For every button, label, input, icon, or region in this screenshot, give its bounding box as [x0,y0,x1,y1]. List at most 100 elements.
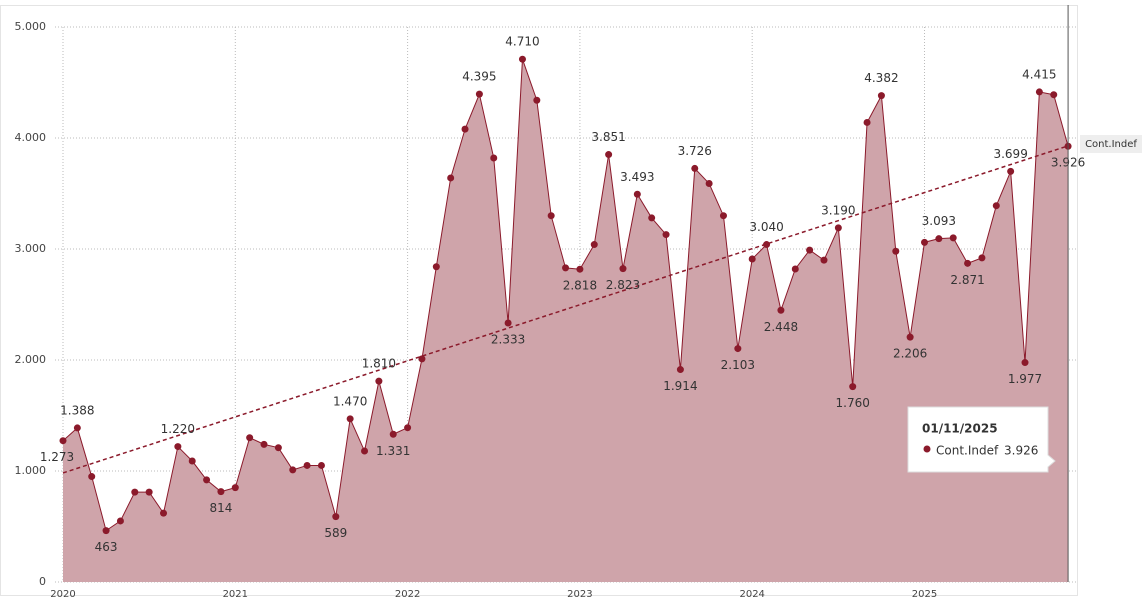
data-label: 2.448 [764,320,798,334]
data-point [432,263,440,271]
data-point [518,55,526,63]
x-tick-label: 2021 [223,589,248,600]
data-point [461,125,469,133]
data-point [662,231,670,239]
data-point [1021,359,1029,367]
chart-frame [0,5,1078,596]
data-point [849,383,857,391]
data-label: 1.760 [836,396,870,410]
x-tick-label: 2020 [50,589,75,600]
data-point [863,118,871,126]
data-point [346,415,354,423]
data-point [1007,167,1015,175]
x-tick-label: 2023 [567,589,592,600]
data-label: 4.382 [864,71,898,85]
data-label: 1.810 [362,357,396,371]
data-point [834,224,842,232]
data-point [935,235,943,243]
data-label: 1.470 [333,394,367,408]
data-point [418,355,426,363]
data-point [317,461,325,469]
data-label: 3.699 [993,147,1027,161]
data-point [231,484,239,492]
data-point [389,430,397,438]
data-point [303,461,311,469]
data-point [375,377,383,385]
data-point [504,319,512,327]
data-point [619,265,627,273]
data-point [719,212,727,220]
y-tick-label: 5.000 [15,20,47,33]
data-point [877,92,885,100]
data-point [576,265,584,273]
data-point [174,443,182,451]
data-point [203,476,211,484]
data-point [806,246,814,254]
data-label: 814 [209,501,232,515]
data-point [892,247,900,255]
data-point [547,212,555,220]
data-point [921,238,928,246]
data-point [145,488,153,496]
data-label: 2.818 [563,279,597,293]
data-label: 2.871 [950,273,984,287]
data-point [260,440,268,448]
data-point [116,517,124,525]
data-point [964,259,972,267]
data-point [332,513,340,521]
data-point [447,174,455,182]
data-label: 2.206 [893,347,927,361]
data-point [734,345,742,353]
data-point [289,466,297,474]
data-point [633,190,641,198]
y-tick-label: 1.000 [15,464,47,477]
data-point [73,424,81,432]
data-point [691,164,699,172]
data-label: 2.823 [606,278,640,292]
data-label: 3.040 [749,220,783,234]
data-point [533,96,541,104]
y-tick-label: 2.000 [15,353,47,366]
tooltip-value: 3.926 [1004,444,1038,458]
tooltip-marker [923,445,931,453]
data-point [648,214,656,222]
x-tick-label: 2022 [395,589,420,600]
x-tick-label: 2024 [739,589,764,600]
data-point [1050,91,1058,99]
data-label: 2.103 [721,358,755,372]
series-tag: Cont.Indef [1085,139,1137,150]
data-point [59,437,67,445]
area [63,59,1069,582]
data-point [102,527,110,535]
tooltip-box [907,406,1056,473]
data-point [562,264,570,272]
data-point [246,434,254,442]
data-point [475,90,483,98]
data-label: 589 [324,526,347,540]
data-point [1035,88,1043,96]
data-point [590,241,598,249]
data-label: 4.710 [505,35,539,49]
data-point [217,488,225,496]
data-point [131,488,139,496]
data-point [763,241,771,249]
data-point [978,254,986,262]
data-point [404,424,412,432]
tooltip-date: 01/11/2025 [922,422,998,436]
data-point [605,151,613,159]
data-label: 3.726 [678,144,712,158]
series-tag-box [1080,135,1142,153]
tooltip: 01/11/2025 Cont.Indef 3.926 [907,406,1056,473]
y-tick-label: 4.000 [15,131,47,144]
x-tick-label: 2025 [912,589,937,600]
data-point [676,366,684,374]
data-label: 4.395 [462,70,496,84]
data-label: 463 [95,540,118,554]
data-label: 1.220 [161,422,195,436]
data-label: 3.493 [620,170,654,184]
y-tick-label: 3.000 [15,242,47,255]
data-point [705,180,713,188]
data-label: 1.388 [60,403,94,417]
data-point [88,473,96,481]
